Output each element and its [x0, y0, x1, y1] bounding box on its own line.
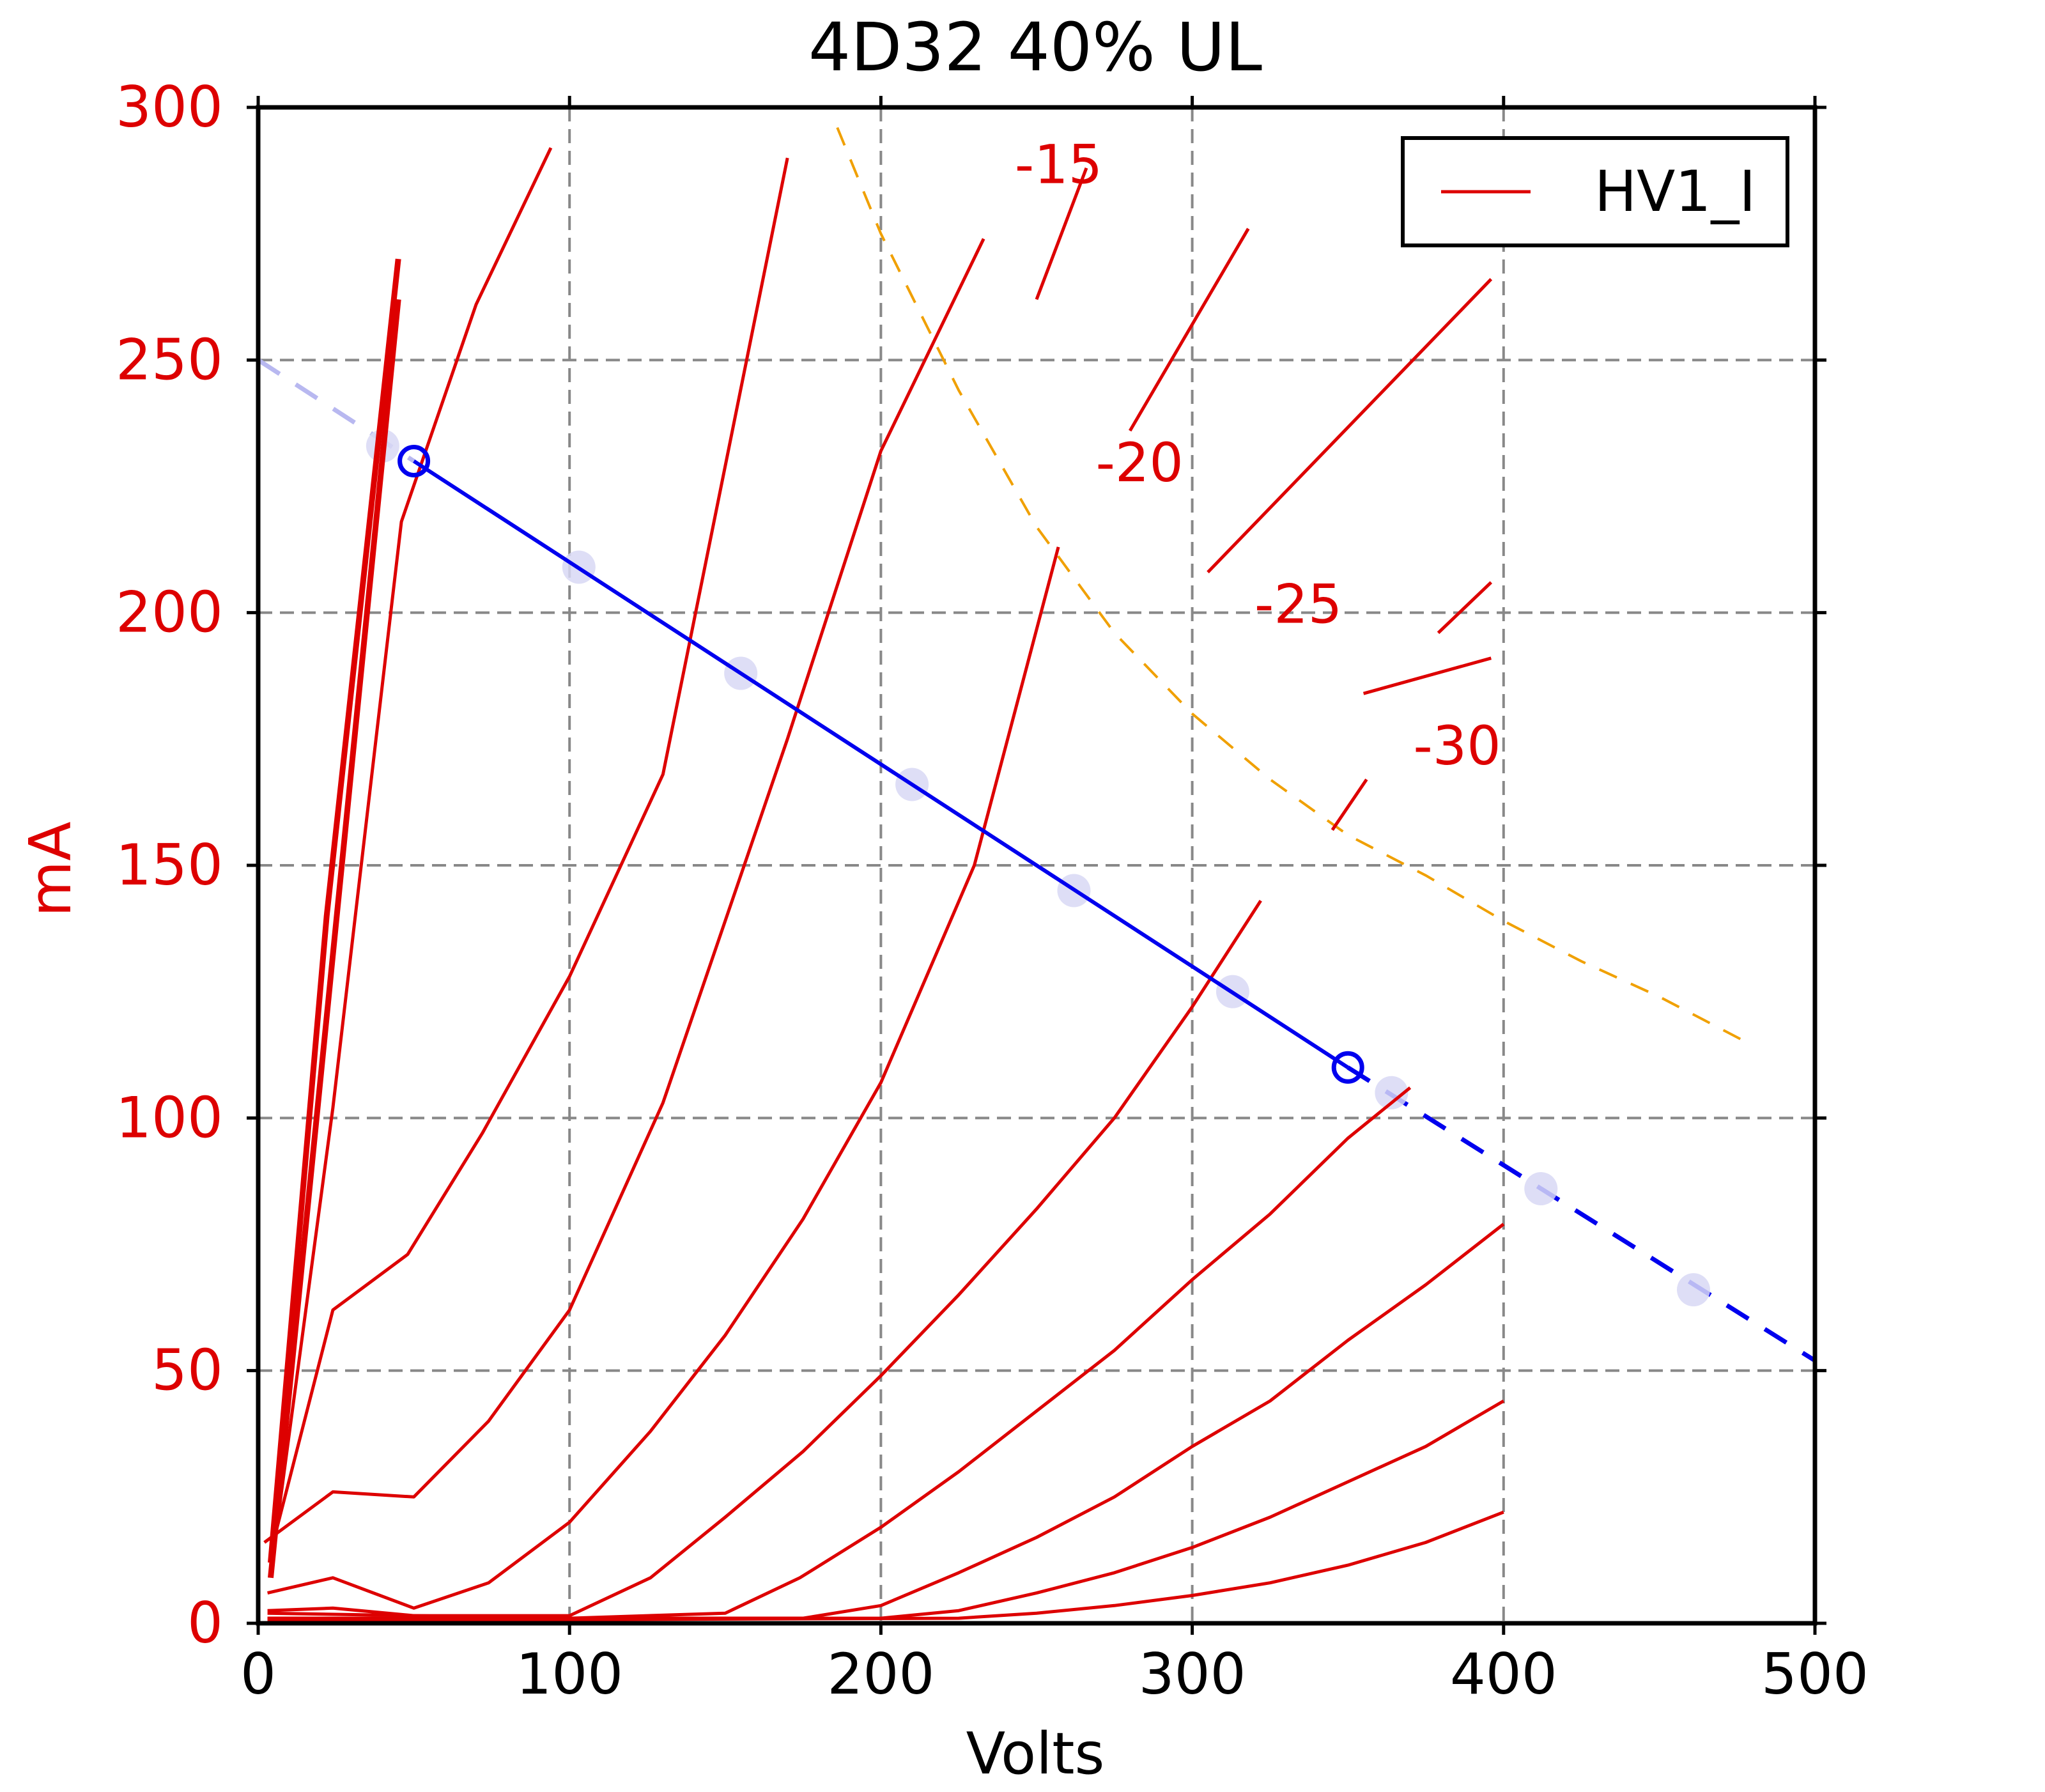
plate-curve [269, 157, 789, 1553]
plate-curve [268, 299, 401, 1579]
load-line-marker [397, 444, 431, 477]
curve-label: -20 [1096, 431, 1184, 494]
plate-curve [267, 1086, 1412, 1620]
plate-curve-segment [1331, 778, 1368, 831]
x-tick-label: 200 [827, 1641, 934, 1707]
curve-label: -25 [1254, 573, 1342, 635]
x-tick-label: 400 [1450, 1641, 1557, 1707]
operating-point [1375, 1076, 1408, 1109]
plate-curve [267, 1223, 1505, 1620]
x-tick-label: 500 [1761, 1641, 1869, 1707]
operating-point [1524, 1172, 1558, 1206]
y-axis-label: mA [17, 821, 84, 916]
plate-curve-segment [1362, 656, 1492, 695]
y-tick-label: 300 [116, 74, 223, 140]
curve-label: -15 [1015, 134, 1102, 196]
plate-curve [267, 546, 1060, 1610]
legend-label: HV1_I [1594, 158, 1756, 224]
dissipation-curve [836, 127, 1747, 1044]
plate-curve-segment [1207, 278, 1493, 574]
x-tick-label: 300 [1139, 1641, 1246, 1707]
plate-curve [269, 147, 553, 1573]
y-tick-label: 200 [116, 580, 223, 645]
plate-curve [267, 1399, 1505, 1620]
x-tick-label: 0 [240, 1641, 276, 1707]
plate-curve [267, 1510, 1504, 1623]
plate-curve [267, 899, 1262, 1618]
plate-curve-segment [1437, 581, 1493, 635]
plate-curve-segment [1035, 167, 1088, 300]
load-line-extension-right [1347, 1065, 1816, 1363]
x-axis-label: Volts [966, 1720, 1105, 1788]
y-tick-label: 0 [187, 1590, 223, 1656]
curve-label: -30 [1414, 714, 1501, 777]
y-tick-label: 250 [116, 327, 223, 392]
load-line [412, 459, 1349, 1069]
load-line-marker [1331, 1051, 1364, 1084]
chart-title: 4D32 40% UL [808, 8, 1262, 86]
y-tick-label: 100 [116, 1085, 223, 1150]
y-tick-label: 50 [151, 1338, 223, 1403]
plate-curve-segment [1129, 228, 1250, 432]
plot-area: -15 -20 -25 -30 0 100 200 300 400 500 0 50 100 150 200… [116, 74, 1869, 1707]
x-tick-label: 100 [516, 1641, 623, 1707]
plate-curve [263, 238, 985, 1544]
plate-curve [268, 258, 401, 1563]
operating-point [1676, 1273, 1710, 1307]
y-tick-label: 150 [116, 832, 223, 898]
